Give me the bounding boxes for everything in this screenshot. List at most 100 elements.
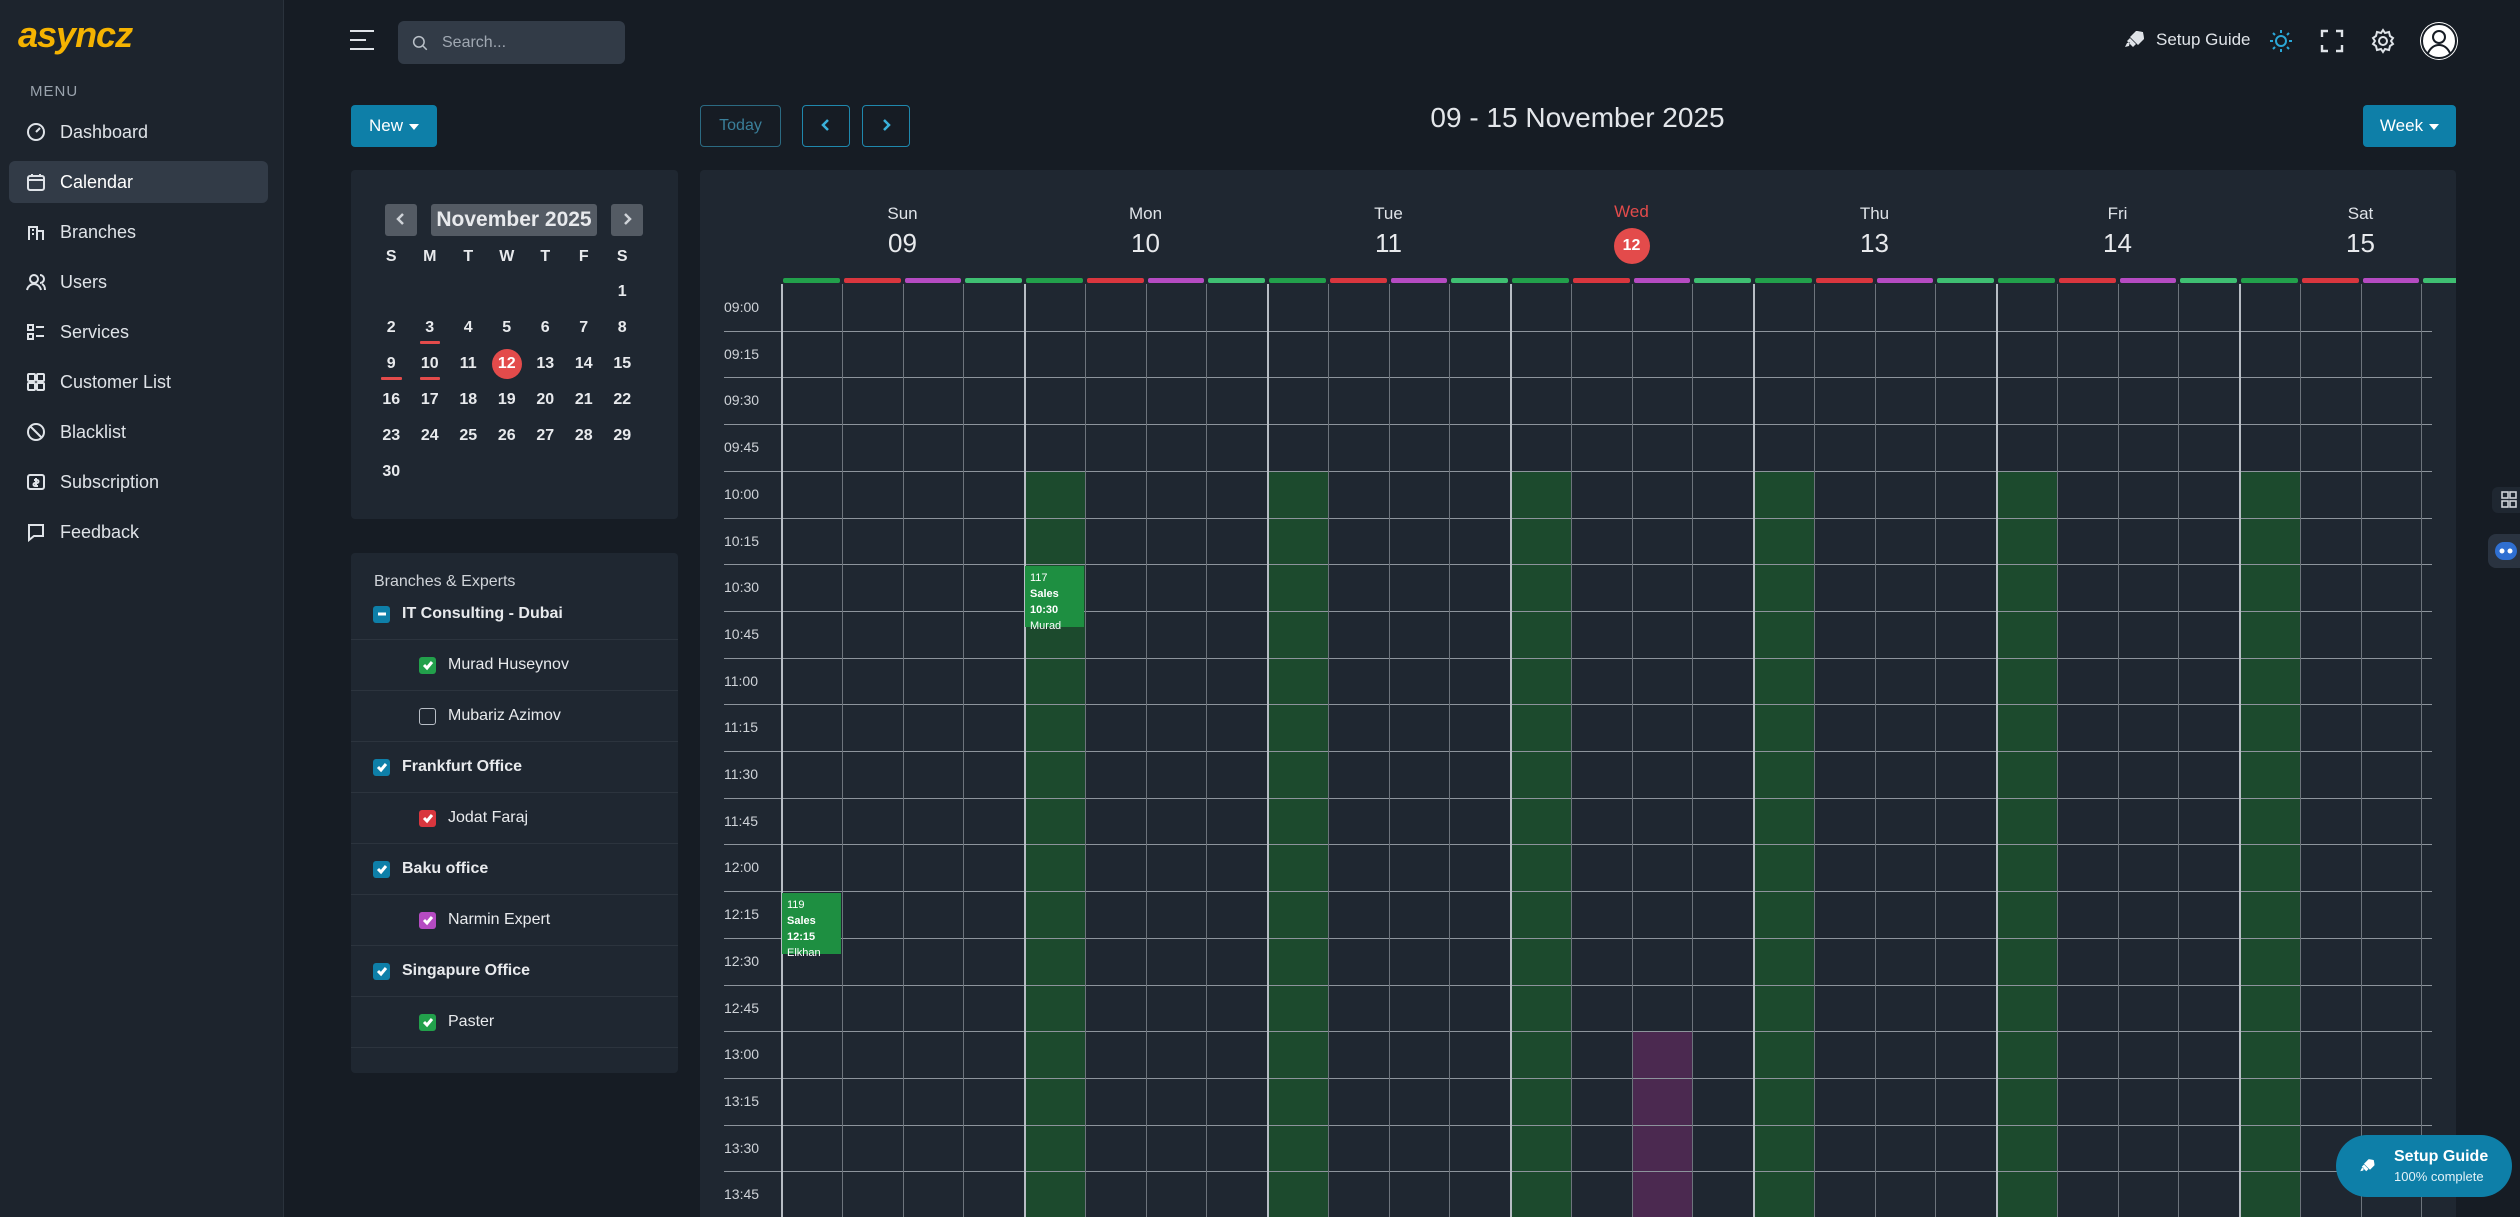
setup-guide-link[interactable]: Setup Guide (2122, 28, 2251, 52)
day-header-tue[interactable]: Tue 11 (1267, 204, 1510, 259)
checkbox-checked[interactable] (419, 809, 436, 827)
mini-cal-day[interactable]: 12 (488, 346, 527, 382)
search-icon (412, 35, 428, 51)
checkbox-partial[interactable] (373, 605, 390, 623)
checkbox-checked[interactable] (373, 962, 390, 980)
mini-cal-day[interactable]: 11 (449, 346, 488, 382)
mini-cal-day[interactable]: 8 (603, 310, 642, 346)
mini-cal-day-number: 28 (574, 427, 593, 444)
search-input[interactable] (442, 21, 617, 64)
mini-cal-day[interactable]: 29 (603, 418, 642, 454)
apps-grid-icon[interactable] (2492, 487, 2520, 513)
availability-block[interactable] (1631, 1031, 1693, 1217)
sidebar-item-services[interactable]: Services (9, 311, 268, 353)
today-button[interactable]: Today (700, 105, 781, 147)
mini-cal-day[interactable]: 26 (488, 418, 527, 454)
theme-toggle-icon[interactable] (2268, 28, 2294, 54)
expert-color-bar (1876, 278, 1934, 283)
day-header-sat[interactable]: Sat 15 (2239, 204, 2456, 259)
column-gridline (841, 284, 843, 1217)
sidebar-item-subscription[interactable]: Subscription (9, 461, 268, 503)
column-gridline (1996, 284, 1998, 1217)
menu-toggle-icon[interactable] (350, 30, 374, 52)
mini-cal-day[interactable]: 28 (565, 418, 604, 454)
checkbox-checked[interactable] (419, 1013, 436, 1031)
mini-cal-next-button[interactable] (611, 204, 643, 236)
sidebar-item-branches[interactable]: Branches (9, 211, 268, 253)
appointment-event[interactable]: 119 Sales 12:15 Elkhan (782, 893, 841, 959)
appointment-event[interactable]: 117 Sales 10:30 Murad (1025, 566, 1084, 632)
mini-cal-empty (411, 454, 450, 490)
day-header-wed[interactable]: Wed 12 (1510, 202, 1753, 264)
day-header-thu[interactable]: Thu 13 (1753, 204, 1996, 259)
mini-cal-day[interactable]: 18 (449, 382, 488, 418)
column-gridline (1874, 284, 1876, 1217)
availability-block[interactable] (1267, 470, 1328, 1217)
mini-cal-day[interactable]: 22 (603, 382, 642, 418)
mini-cal-day[interactable]: 17 (411, 382, 450, 418)
mini-cal-day[interactable]: 30 (372, 454, 411, 490)
app-logo[interactable]: asyncz (18, 14, 133, 55)
time-gridline (781, 330, 2432, 332)
setup-guide-fab[interactable]: Setup Guide 100% complete (2336, 1135, 2512, 1197)
checkbox-checked[interactable] (419, 656, 436, 674)
mini-cal-day[interactable]: 6 (526, 310, 565, 346)
mini-cal-day[interactable]: 10 (411, 346, 450, 382)
setup-guide-label: Setup Guide (2156, 30, 2251, 49)
checkbox[interactable] (419, 707, 436, 725)
sidebar-item-calendar[interactable]: Calendar (9, 161, 268, 203)
mini-cal-day[interactable]: 24 (411, 418, 450, 454)
availability-block[interactable] (2239, 470, 2300, 1217)
mini-cal-day[interactable]: 5 (488, 310, 527, 346)
expert-color-bar (2301, 278, 2359, 283)
mini-cal-day[interactable]: 23 (372, 418, 411, 454)
mini-cal-day[interactable]: 3 (411, 310, 450, 346)
availability-block[interactable] (1996, 470, 2057, 1217)
checkbox-checked[interactable] (373, 860, 390, 878)
fullscreen-icon[interactable] (2319, 28, 2345, 54)
mini-cal-day[interactable]: 19 (488, 382, 527, 418)
mini-cal-day[interactable]: 2 (372, 310, 411, 346)
checkbox-checked[interactable] (373, 758, 390, 776)
search-box[interactable] (398, 21, 625, 64)
mini-cal-month-title[interactable]: November 2025 (431, 204, 597, 236)
mini-cal-day[interactable]: 9 (372, 346, 411, 382)
sidebar-item-customer-list[interactable]: Customer List (9, 361, 268, 403)
sidebar-item-dashboard[interactable]: Dashboard (9, 111, 268, 153)
checkbox-checked[interactable] (419, 911, 436, 929)
user-avatar[interactable] (2420, 22, 2458, 60)
day-header-fri[interactable]: Fri 14 (1996, 204, 2239, 259)
subscription-icon (27, 474, 45, 490)
mini-cal-prev-button[interactable] (385, 204, 417, 236)
mini-cal-day[interactable]: 1 (603, 274, 642, 310)
prev-week-button[interactable] (802, 105, 850, 147)
day-header-mon[interactable]: Mon 10 (1024, 204, 1267, 259)
time-gridline (781, 377, 2432, 379)
sidebar-item-feedback[interactable]: Feedback (9, 511, 268, 553)
view-select-button[interactable]: Week (2363, 105, 2456, 147)
mini-cal-empty (449, 454, 488, 490)
availability-block[interactable] (1753, 470, 1814, 1217)
sidebar-item-users[interactable]: Users (9, 261, 268, 303)
mini-cal-day[interactable]: 25 (449, 418, 488, 454)
mini-cal-day[interactable]: 7 (565, 310, 604, 346)
mini-cal-day[interactable]: 14 (565, 346, 604, 382)
mini-cal-day[interactable]: 21 (565, 382, 604, 418)
calendar-icon (27, 174, 45, 191)
day-header-sun[interactable]: Sun 09 (781, 204, 1024, 259)
mini-cal-day[interactable]: 15 (603, 346, 642, 382)
sidebar-item-blacklist[interactable]: Blacklist (9, 411, 268, 453)
new-button[interactable]: New (351, 105, 437, 147)
mini-cal-day[interactable]: 16 (372, 382, 411, 418)
mini-cal-day[interactable]: 20 (526, 382, 565, 418)
mini-cal-day-number: 3 (425, 319, 435, 336)
settings-gear-icon[interactable] (2370, 28, 2396, 54)
availability-block[interactable] (1510, 470, 1571, 1217)
chat-bot-icon[interactable] (2488, 534, 2520, 568)
column-gridline (2421, 284, 2423, 1217)
mini-cal-day[interactable]: 13 (526, 346, 565, 382)
time-gridline (781, 844, 2432, 846)
mini-cal-day[interactable]: 27 (526, 418, 565, 454)
next-week-button[interactable] (862, 105, 910, 147)
mini-cal-day[interactable]: 4 (449, 310, 488, 346)
